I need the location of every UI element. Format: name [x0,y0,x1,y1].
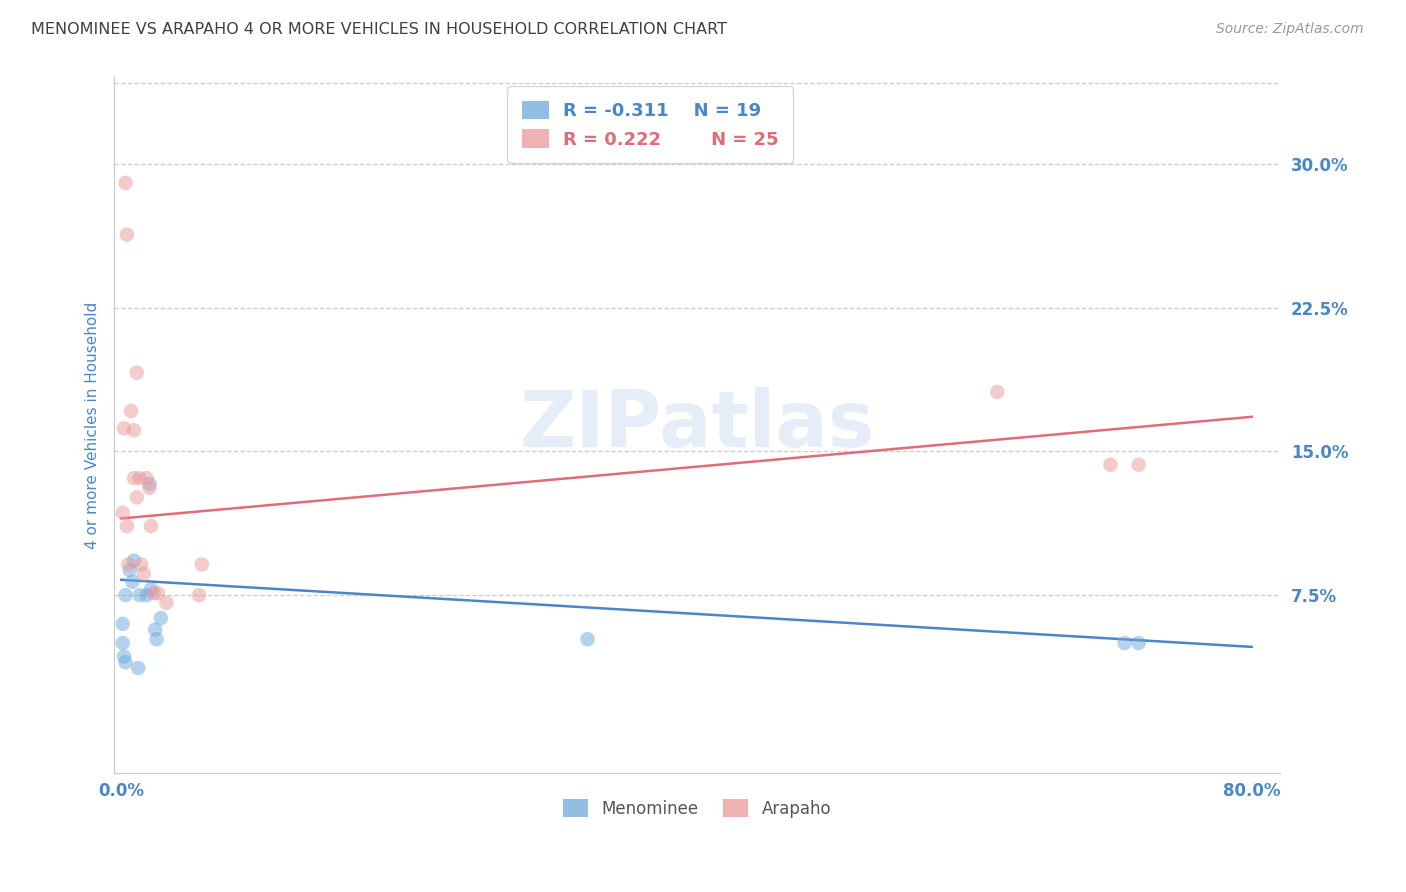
Point [145,632,167,647]
Point [117,558,139,572]
Point [122,423,145,437]
Point [1128,636,1150,650]
Point [135,471,157,485]
Point [121,574,143,589]
Point [122,553,145,567]
Point [143,623,166,637]
Point [1128,458,1150,472]
Legend: Menominee, Arapaho: Menominee, Arapaho [557,793,838,824]
Point [125,366,148,380]
Point [111,616,134,631]
Point [127,661,149,675]
Point [114,588,136,602]
Point [576,632,599,647]
Point [155,596,177,610]
Text: Source: ZipAtlas.com: Source: ZipAtlas.com [1216,22,1364,37]
Point [111,636,134,650]
Point [1114,636,1136,650]
Point [114,176,136,190]
Point [1099,458,1122,472]
Point [139,582,162,597]
Point [128,471,150,485]
Point [115,519,138,533]
Point [112,649,135,664]
Point [128,588,150,602]
Point [191,558,214,572]
Y-axis label: 4 or more Vehicles in Household: 4 or more Vehicles in Household [86,301,100,549]
Text: MENOMINEE VS ARAPAHO 4 OR MORE VEHICLES IN HOUSEHOLD CORRELATION CHART: MENOMINEE VS ARAPAHO 4 OR MORE VEHICLES … [31,22,727,37]
Point [146,586,169,600]
Point [114,655,136,669]
Point [142,586,165,600]
Point [120,404,142,418]
Point [115,227,138,242]
Point [132,567,155,582]
Point [118,563,141,577]
Point [138,481,160,495]
Point [139,519,162,533]
Point [135,588,157,602]
Point [986,384,1008,399]
Point [149,611,172,625]
Point [111,506,134,520]
Point [129,558,152,572]
Point [188,588,211,602]
Point [138,477,160,491]
Point [125,491,148,505]
Text: ZIPatlas: ZIPatlas [520,387,875,464]
Point [112,421,135,435]
Point [122,471,145,485]
